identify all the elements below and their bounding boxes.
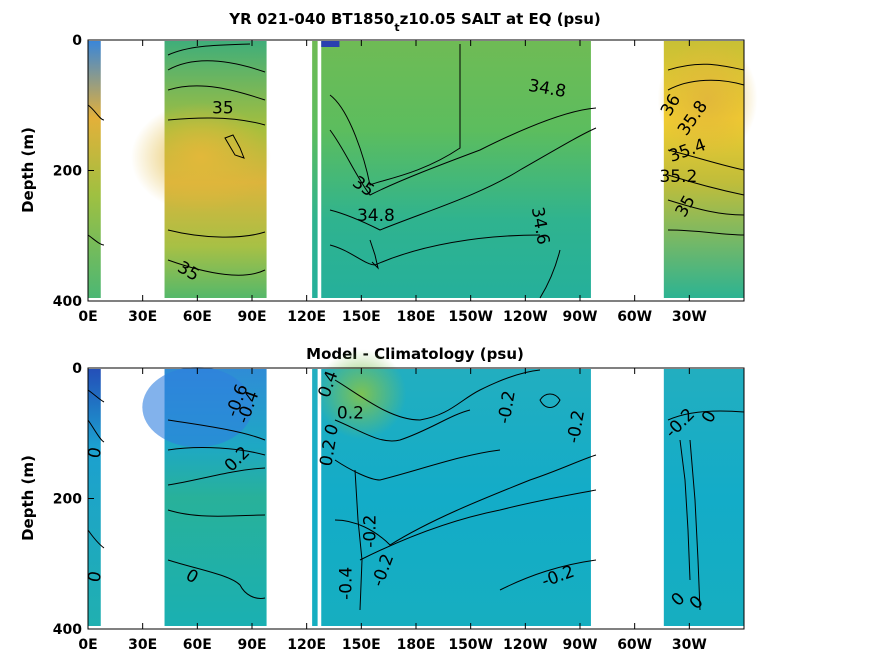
contour-label: 34.8 — [357, 206, 395, 226]
negative-anomaly-shading — [142, 367, 253, 448]
x-tick-label: 90E — [237, 309, 266, 325]
difference-field — [88, 349, 744, 626]
y-tick-label: 0 — [72, 33, 82, 49]
x-tick-label: 90W — [563, 637, 598, 653]
ocean-segment — [312, 41, 318, 298]
x-axis: 0E 30E 60E 90E 120E 150E 180E 150W 120W 90W 60W 30W — [78, 40, 707, 325]
x-tick-label: 30E — [128, 637, 157, 653]
x-tick-label: 30E — [128, 309, 157, 325]
contour-label: -0.2 — [360, 515, 380, 548]
x-tick-label: 30W — [672, 637, 707, 653]
x-tick-label: 120E — [287, 637, 326, 653]
x-tick-label: 150W — [448, 637, 493, 653]
x-tick-label: 150W — [448, 309, 493, 325]
chart-title: YR 021-040 BT1850tz10.05 SALT at EQ (psu… — [228, 10, 601, 34]
contour-label: 35 — [212, 99, 234, 119]
x-tick-label: 180E — [397, 637, 436, 653]
difference-panel: Model - Climatology (psu) -0.4-0.60.200 0… — [19, 345, 745, 653]
salinity-maximum-shading — [657, 38, 758, 159]
contour-label: 0.2 — [316, 438, 340, 468]
contour-label: 0 — [85, 446, 107, 460]
x-tick-label: 60E — [183, 637, 212, 653]
x-tick-label: 150E — [342, 637, 381, 653]
x-tick-label: 0E — [78, 637, 97, 653]
x-tick-label: 60W — [617, 637, 652, 653]
positive-anomaly-shading — [316, 349, 407, 440]
x-tick-label: 90W — [563, 309, 598, 325]
y-tick-label: 200 — [53, 492, 82, 508]
y-axis: 0 200 400 — [53, 33, 94, 310]
salinity-maximum-shading — [130, 102, 271, 213]
x-tick-label: 30W — [672, 309, 707, 325]
ocean-segment — [88, 41, 101, 298]
contour-label: 0.2 — [337, 404, 364, 424]
contour-label: 35.2 — [659, 167, 697, 187]
y-tick-label: 400 — [53, 622, 82, 638]
x-tick-label: 120E — [287, 309, 326, 325]
y-tick-label: 200 — [53, 164, 82, 180]
ocean-segment — [312, 369, 318, 626]
fresh-surface-shading — [321, 41, 340, 47]
y-axis-label: Depth (m) — [19, 455, 37, 541]
difference-contours — [87, 369, 745, 611]
x-axis: 0E 30E 60E 90E 120E 150E 180E 150W 120W 90W 60W 30W — [78, 368, 707, 653]
y-tick-label: 400 — [53, 294, 82, 310]
contour-label: -0.4 — [337, 567, 357, 600]
salinity-contours — [87, 43, 745, 299]
x-tick-label: 60E — [183, 309, 212, 325]
y-axis: 0 200 400 — [53, 361, 94, 638]
ocean-segment — [88, 369, 101, 626]
y-tick-label: 0 — [72, 361, 82, 377]
contour-label: 0 — [85, 570, 107, 584]
x-tick-label: 180E — [397, 309, 436, 325]
x-tick-label: 90E — [237, 637, 266, 653]
x-tick-label: 120W — [503, 637, 548, 653]
x-tick-label: 0E — [78, 309, 97, 325]
salinity-panel: YR 021-040 BT1850tz10.05 SALT at EQ (psu… — [19, 10, 758, 325]
y-axis-label: Depth (m) — [19, 127, 37, 213]
x-tick-label: 120W — [503, 309, 548, 325]
x-tick-label: 60W — [617, 309, 652, 325]
x-tick-label: 150E — [342, 309, 381, 325]
